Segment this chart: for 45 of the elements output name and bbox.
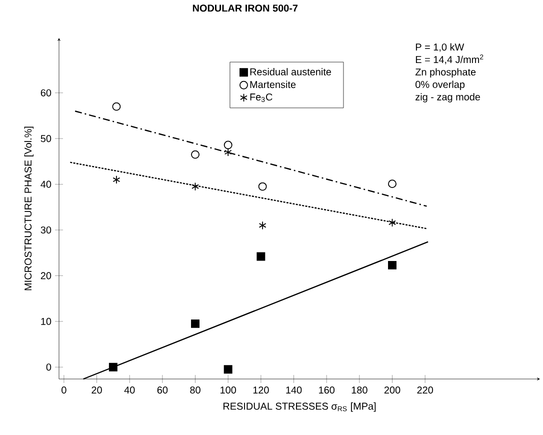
x-tick-label: 180	[352, 386, 368, 394]
y-tick-label: 30	[40, 226, 52, 234]
point	[191, 319, 200, 328]
legend-label: Fe$_{3}$C	[250, 93, 272, 102]
x-tick-label: 220	[417, 386, 434, 394]
x-tick-label: 20	[92, 386, 102, 394]
x-tick-label: 120	[253, 386, 269, 394]
chart-title: NODULAR IRON 500-7	[192, 4, 298, 12]
point	[112, 175, 120, 184]
x-tick-label: 80	[190, 386, 200, 394]
y-tick-label: 20	[40, 272, 52, 280]
x-tick-label: 200	[384, 386, 400, 394]
x-axis-title: RESIDUAL STRESSES σ$_{RS}$ [MPa]	[223, 402, 376, 412]
annotation: zig - zag mode	[416, 93, 480, 102]
legend-label: Residual austenite	[250, 68, 332, 76]
point	[258, 182, 267, 191]
annotation: Zn phosphate	[415, 68, 476, 78]
x-tick-label: 140	[286, 386, 302, 394]
x-tick-label: 60	[157, 386, 168, 394]
point	[191, 150, 200, 159]
legend-label: Martensite	[250, 80, 296, 88]
x-tick-label: 160	[319, 386, 335, 394]
y-tick-label: 50	[40, 135, 52, 142]
annotation: 0% overlap	[416, 80, 465, 90]
point	[256, 252, 266, 261]
x-tick-label: 40	[124, 386, 135, 394]
point	[224, 140, 232, 150]
point	[192, 182, 199, 191]
point	[108, 362, 118, 372]
point	[112, 102, 121, 111]
point	[258, 221, 266, 230]
y-tick-label: 60	[40, 89, 52, 96]
y-tick-label: 0	[46, 364, 52, 371]
point	[388, 260, 396, 270]
x-tick-label: 0	[62, 386, 66, 394]
point	[388, 180, 396, 188]
y-axis-title: MICROSTRUCTURE PHASE [Vol.%]	[24, 126, 34, 290]
y-tick-label: 40	[40, 180, 52, 188]
point	[224, 365, 232, 374]
x-tick-label: 100	[220, 386, 236, 394]
annotation: E = 14,4 J/mm$^{2}$	[416, 54, 484, 64]
point	[224, 148, 232, 157]
annotation: P = 1,0 kW	[416, 43, 464, 52]
point	[388, 218, 396, 227]
y-tick-label: 10	[41, 318, 52, 325]
